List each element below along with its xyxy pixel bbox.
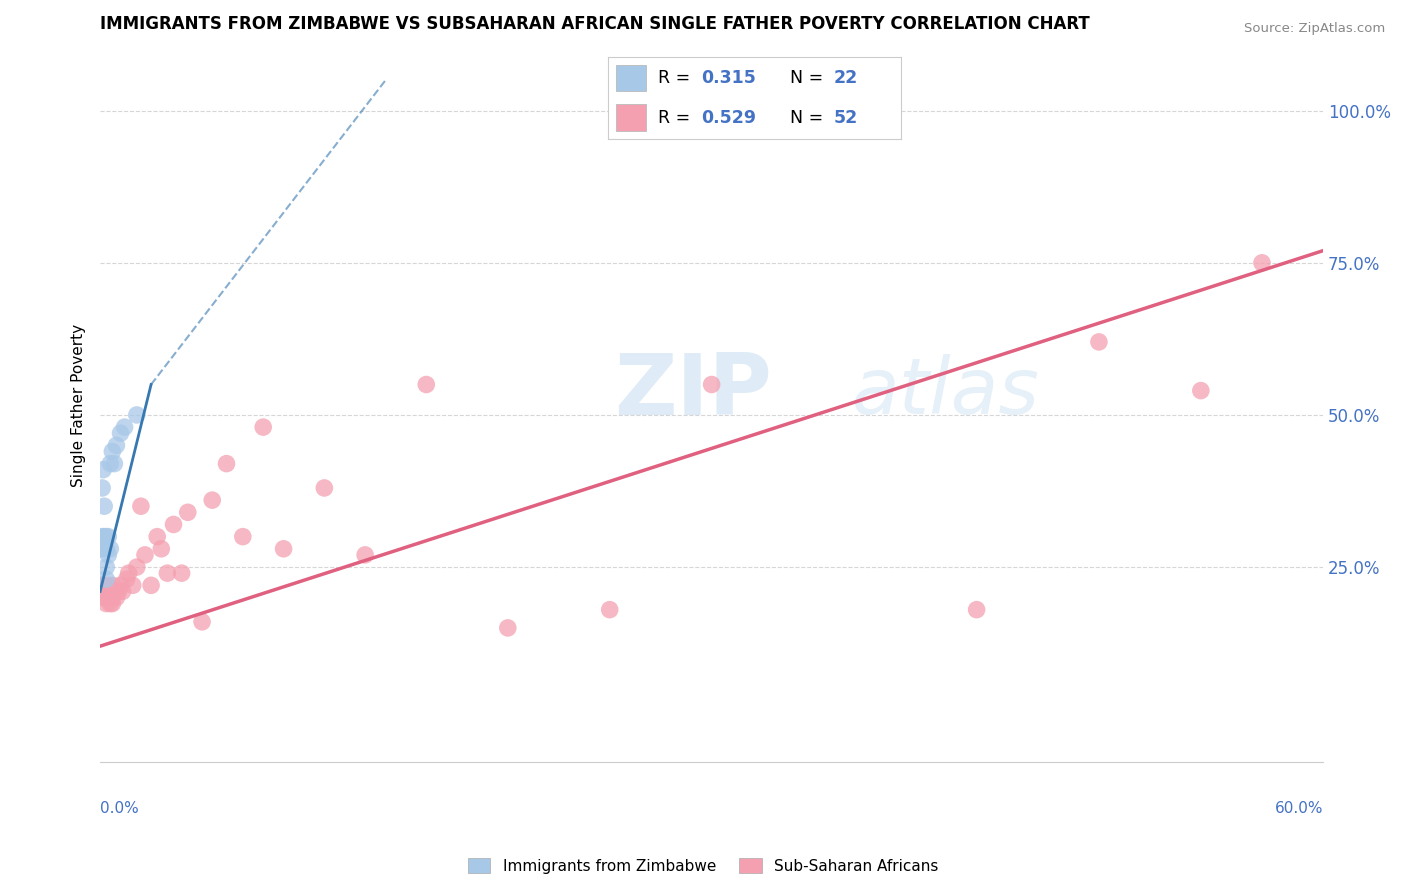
Point: [115, 572, 138, 586]
Point: [1251, 256, 1274, 270]
Point: [98, 457, 121, 471]
Point: [96, 572, 118, 586]
Point: [314, 481, 336, 495]
Point: [101, 578, 124, 592]
Point: [98, 584, 121, 599]
Point: [93, 541, 115, 556]
Point: [93, 591, 115, 605]
Point: [496, 621, 519, 635]
Point: [105, 438, 128, 452]
Point: [101, 591, 124, 605]
Point: [97, 591, 120, 605]
Point: [215, 457, 238, 471]
Point: [97, 530, 120, 544]
Point: [966, 602, 988, 616]
Point: [103, 457, 125, 471]
Point: [700, 377, 723, 392]
Point: [96, 560, 118, 574]
Point: [1088, 334, 1111, 349]
Point: [599, 602, 621, 616]
Point: [1189, 384, 1212, 398]
Point: [96, 597, 118, 611]
Point: [156, 566, 179, 581]
Point: [103, 584, 125, 599]
Point: [114, 420, 136, 434]
Point: [111, 584, 134, 599]
Point: [118, 566, 141, 581]
Point: [415, 377, 437, 392]
Point: [134, 548, 156, 562]
Point: [91, 530, 114, 544]
Text: 60.0%: 60.0%: [1275, 801, 1323, 816]
Point: [863, 103, 886, 118]
Point: [93, 578, 115, 592]
Point: [146, 530, 169, 544]
Point: [98, 597, 121, 611]
Point: [162, 517, 184, 532]
Point: [125, 408, 148, 422]
Text: Source: ZipAtlas.com: Source: ZipAtlas.com: [1244, 22, 1385, 36]
Point: [191, 615, 214, 629]
Point: [91, 591, 114, 605]
Point: [96, 584, 118, 599]
Point: [91, 541, 114, 556]
Point: [150, 541, 173, 556]
Point: [129, 500, 152, 514]
Point: [97, 548, 120, 562]
Point: [863, 103, 886, 118]
Point: [139, 578, 162, 592]
Text: 0.0%: 0.0%: [100, 801, 139, 816]
Point: [177, 505, 200, 519]
Text: ZIP: ZIP: [614, 350, 772, 434]
Legend: Immigrants from Zimbabwe, Sub-Saharan Africans: Immigrants from Zimbabwe, Sub-Saharan Af…: [461, 852, 945, 880]
Point: [354, 548, 377, 562]
Point: [93, 500, 115, 514]
Point: [121, 578, 143, 592]
Point: [170, 566, 193, 581]
Point: [105, 591, 128, 605]
Point: [101, 444, 124, 458]
Point: [101, 597, 124, 611]
Text: atlas: atlas: [852, 353, 1040, 430]
Point: [96, 591, 118, 605]
Point: [201, 493, 224, 508]
Point: [232, 530, 254, 544]
Point: [96, 541, 118, 556]
Point: [110, 578, 132, 592]
Point: [91, 584, 114, 599]
Point: [91, 481, 114, 495]
Point: [93, 584, 115, 599]
Point: [91, 578, 114, 592]
Text: IMMIGRANTS FROM ZIMBABWE VS SUBSAHARAN AFRICAN SINGLE FATHER POVERTY CORRELATION: IMMIGRANTS FROM ZIMBABWE VS SUBSAHARAN A…: [100, 15, 1090, 33]
Point: [98, 541, 121, 556]
Point: [96, 530, 118, 544]
Point: [273, 541, 295, 556]
Point: [98, 591, 121, 605]
Point: [110, 426, 132, 441]
Point: [107, 584, 129, 599]
Y-axis label: Single Father Poverty: Single Father Poverty: [72, 325, 86, 487]
Point: [125, 560, 148, 574]
Point: [252, 420, 274, 434]
Point: [93, 530, 115, 544]
Point: [91, 463, 114, 477]
Point: [97, 578, 120, 592]
